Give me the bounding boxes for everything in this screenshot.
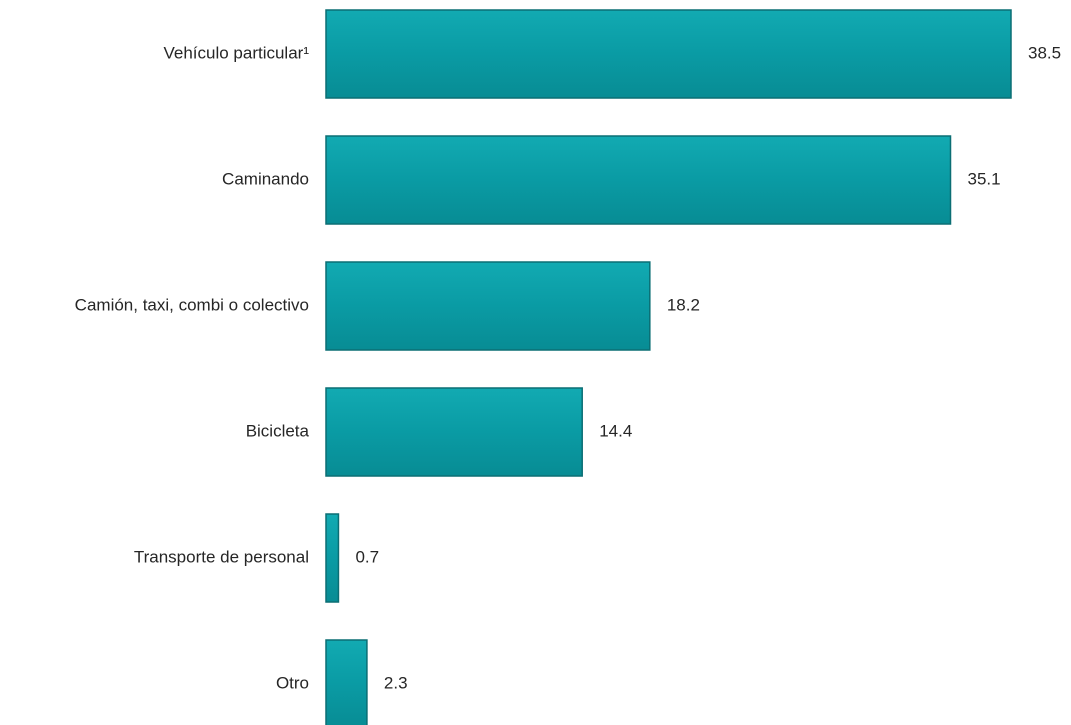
bar-2 — [325, 261, 651, 351]
category-label-5: Otro — [276, 673, 309, 692]
category-label-2: Camión, taxi, combi o colectivo — [75, 295, 309, 314]
labels-layer: Vehículo particular¹ 38.5 Caminando 35.1 Cam… — [75, 43, 1061, 692]
value-label-0: 38.5 — [1028, 43, 1061, 62]
category-label-4: Transporte de personal — [134, 547, 309, 566]
bar-0 — [325, 9, 1012, 99]
bar-1 — [325, 135, 952, 225]
value-label-1: 35.1 — [968, 169, 1001, 188]
value-label-2: 18.2 — [667, 295, 700, 314]
bar-3 — [325, 387, 583, 477]
value-label-3: 14.4 — [599, 421, 632, 440]
category-label-0: Vehículo particular¹ — [163, 43, 309, 62]
bars-layer — [325, 9, 1012, 725]
value-label-4: 0.7 — [355, 547, 379, 566]
bar-5 — [325, 639, 368, 725]
category-label-3: Bicicleta — [246, 421, 310, 440]
value-label-5: 2.3 — [384, 673, 408, 692]
category-label-1: Caminando — [222, 169, 309, 188]
bar-4 — [325, 513, 340, 603]
